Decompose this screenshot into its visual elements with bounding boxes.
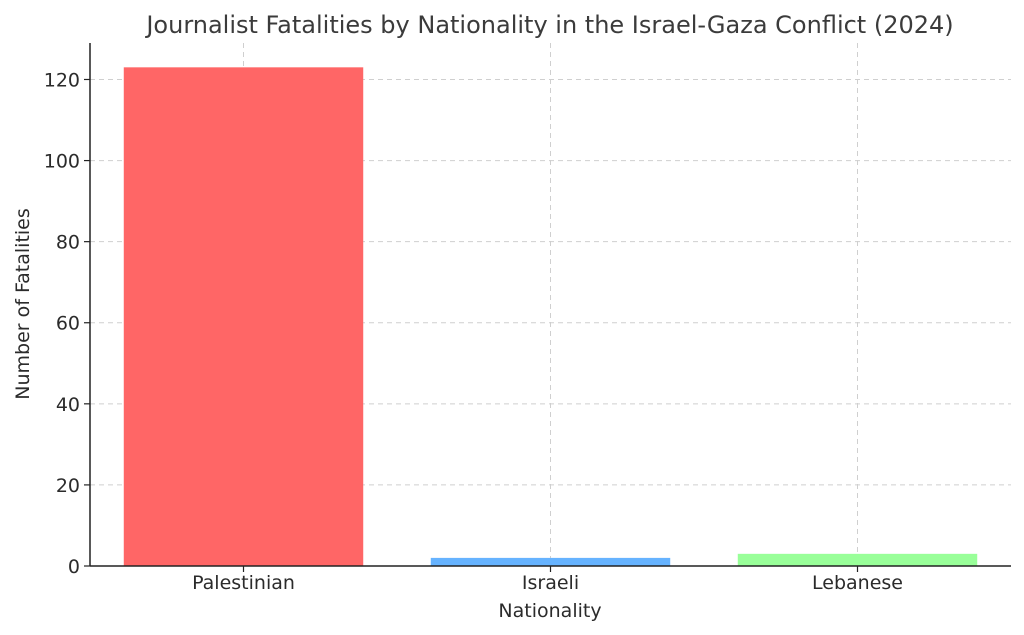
bar-palestinian bbox=[123, 67, 364, 566]
x-tick-label: Israeli bbox=[522, 572, 579, 594]
chart-title: Journalist Fatalities by Nationality in … bbox=[144, 11, 953, 39]
y-tick-label: 60 bbox=[56, 313, 80, 335]
x-tick-label: Lebanese bbox=[812, 572, 903, 594]
y-tick-label: 0 bbox=[68, 556, 80, 578]
y-tick-label: 120 bbox=[44, 69, 80, 91]
y-tick-label: 100 bbox=[44, 151, 80, 173]
y-tick-label: 80 bbox=[56, 232, 80, 254]
striped-figure bbox=[869, 402, 965, 499]
y-tick-label: 20 bbox=[56, 475, 80, 497]
ticks: 0 20 40 60 80 100 120 Palestinian Israeli Lebanes… bbox=[44, 69, 903, 594]
bar-lebanese bbox=[737, 553, 978, 566]
x-axis-label: Nationality bbox=[498, 600, 601, 622]
bar-israeli bbox=[430, 557, 671, 566]
y-tick-label: 40 bbox=[56, 394, 80, 416]
bars bbox=[123, 67, 978, 566]
x-tick-label: Palestinian bbox=[192, 572, 295, 594]
y-axis-label: Number of Fatalities bbox=[12, 208, 34, 400]
